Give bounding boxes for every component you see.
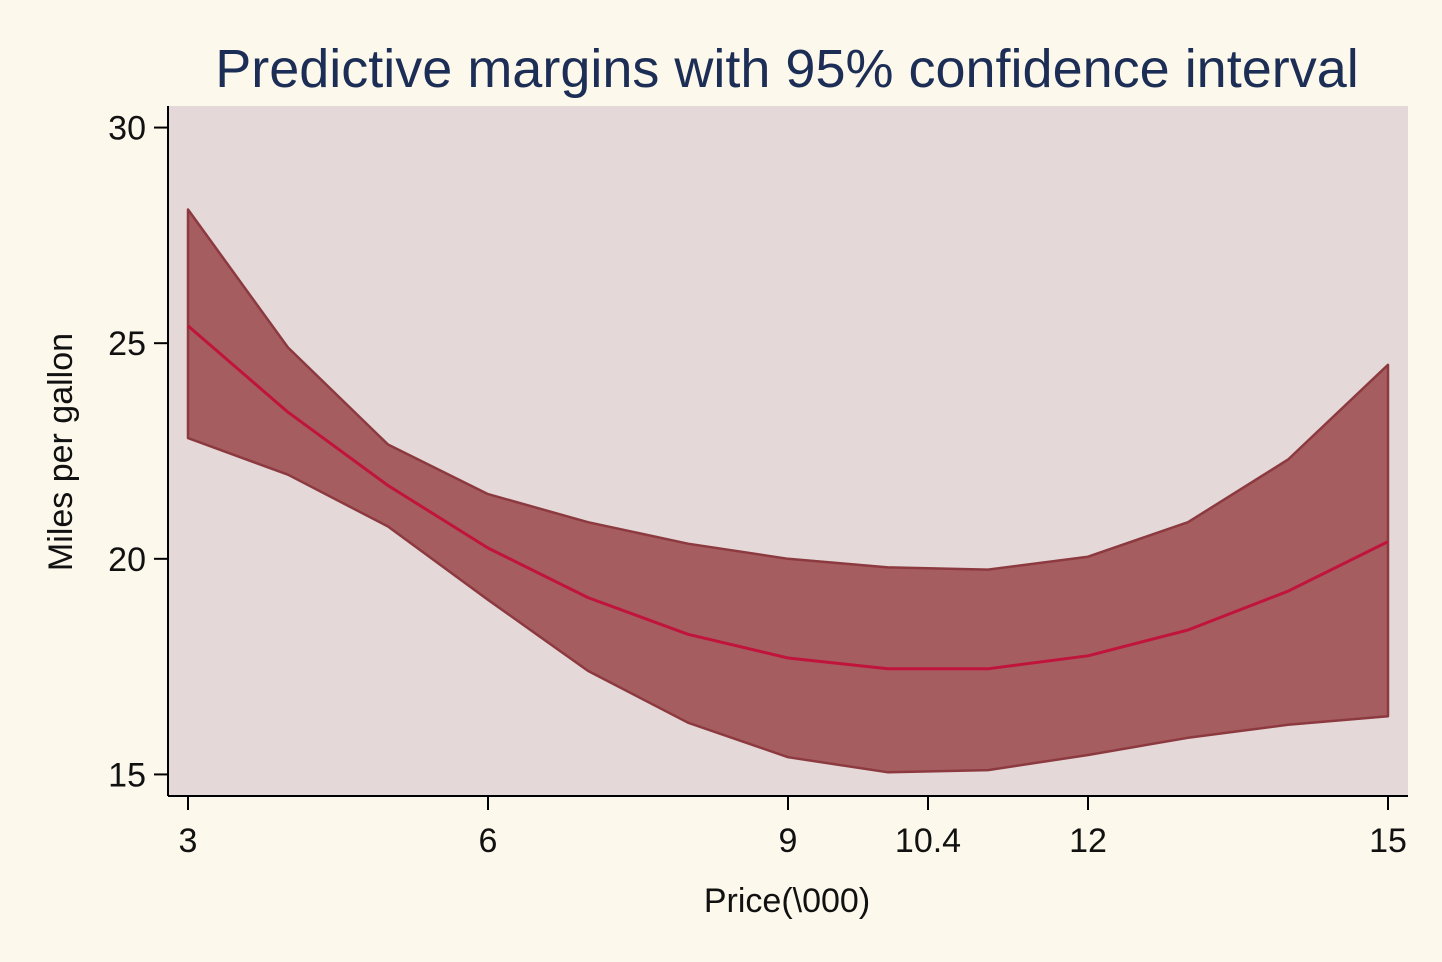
- x-tick-label-9: 9: [779, 822, 798, 860]
- prediction-line-0: [187, 324, 1389, 671]
- confidence-band-0: [186, 208, 1390, 774]
- y-tick-label-20: 20: [108, 541, 146, 579]
- prediction-line-layer: [187, 324, 1389, 671]
- y-tick-label-30: 30: [108, 110, 146, 148]
- x-tick-label-3: 3: [179, 822, 198, 860]
- confidence-band-layer: [186, 208, 1390, 774]
- x-tick-label-15: 15: [1369, 822, 1407, 860]
- x-axis-title: Price(\000): [704, 882, 870, 920]
- y-axis: 15 20 25 30: [108, 106, 169, 796]
- y-tick-label-25: 25: [108, 325, 146, 363]
- x-tick-label-10.4: 10.4: [895, 822, 961, 860]
- y-tick-label-15: 15: [108, 756, 146, 794]
- chart-title: Predictive margins with 95% confidence i…: [215, 39, 1359, 99]
- x-tick-label-6: 6: [479, 822, 498, 860]
- x-tick-label-12: 12: [1069, 822, 1107, 860]
- x-axis: 3 6 9 10.4 12 15: [168, 795, 1408, 860]
- y-axis-title: Miles per gallon: [42, 333, 80, 571]
